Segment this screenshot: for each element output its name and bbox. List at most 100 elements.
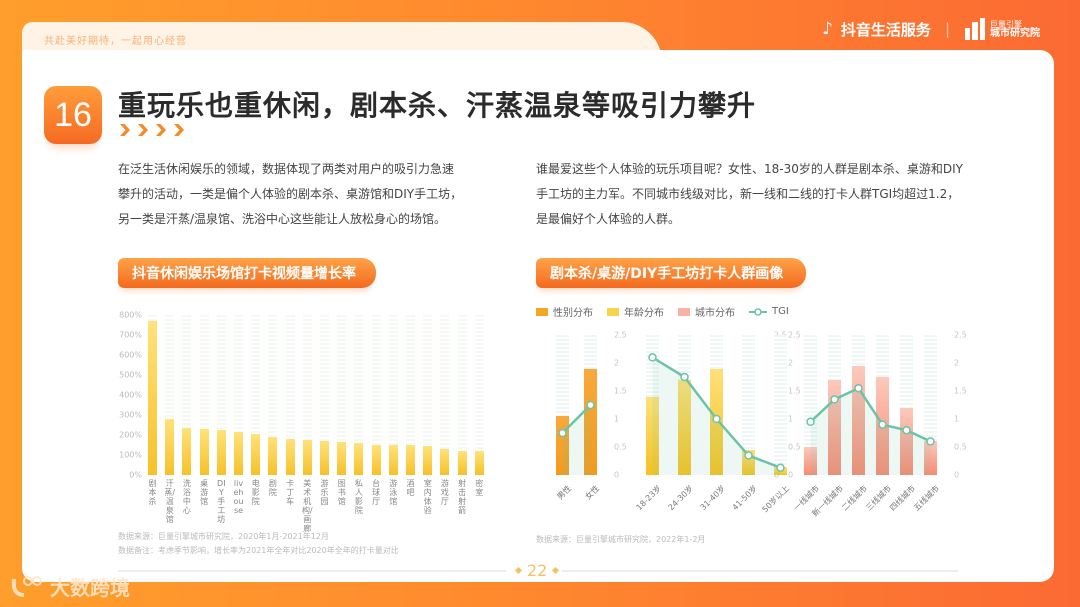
bar-track [678, 335, 691, 475]
y-tick: 2.5 [954, 330, 967, 340]
growth-rate-chart: 0% 100% 200% 300% 400% 500% 600% 700% 800% 剧本杀 汗蒸… [110, 305, 490, 535]
legend-age: 年龄分布 [607, 304, 664, 319]
bar-track [337, 315, 347, 475]
bar-track [474, 315, 484, 475]
y-tick: 1.5 [788, 386, 801, 396]
brand-logos: ♪ 抖音生活服务 | 巨量引擎 城市研究院 [822, 18, 1040, 40]
bar [148, 321, 157, 475]
y-tick: 2.5 [788, 330, 801, 340]
bar [165, 419, 175, 475]
bar [285, 439, 295, 475]
bar-track [804, 335, 817, 475]
bar-track [182, 315, 192, 475]
y-tick: 200% [119, 430, 142, 440]
bar-track [302, 315, 312, 475]
content-card [22, 50, 1054, 582]
left-paragraph: 在泛生活休闲娱乐的领域，数据体现了两类对用户的吸引力急速攀升的活动，一类是偏个人… [118, 162, 463, 226]
y-tick: 700% [119, 330, 142, 340]
bar [234, 432, 243, 475]
bar [268, 437, 278, 475]
page-title: 重玩乐也重休闲，剧本杀、汗蒸温泉等吸引力攀升 [118, 89, 757, 122]
brand-name: 抖音生活服务 [840, 20, 931, 39]
bar-track [646, 335, 659, 475]
y-tick: 0.5 [788, 442, 801, 452]
chevron-right-icon [120, 124, 130, 136]
y-tick: 1.5 [954, 386, 967, 396]
bar [423, 446, 433, 475]
bar [646, 396, 659, 475]
watermark: 大数跨境 [10, 572, 130, 601]
bar [371, 445, 381, 475]
x-category-label: 私人影院 [354, 479, 363, 515]
y-axis: 0% 100% 200% 300% 400% 500% 600% 700% 800% [110, 305, 142, 480]
y-tick: 2 [954, 358, 960, 368]
y-tick: 1 [614, 414, 620, 424]
bar [457, 451, 467, 475]
bar-track [216, 315, 226, 475]
bar [199, 429, 209, 475]
y-tick: 0.5 [614, 442, 627, 452]
watermark-logo-icon [11, 575, 42, 597]
bar-track [423, 315, 433, 475]
bar-track [440, 315, 450, 475]
right-paragraph: 谁最爱这些个人体验的玩乐项目呢？女性、18-30岁的人群是剧本杀、桌游和DIY手… [536, 162, 963, 226]
persona-chart: 00.511.522.500.511.522.5男性女性18-23岁24-30岁… [536, 325, 976, 555]
bar-track [371, 315, 381, 475]
right-source: 数据来源：巨量引擎城市研究院，2022年1-2月 [536, 535, 706, 544]
bar-track [268, 315, 278, 475]
x-category-label: 密室 [475, 479, 484, 497]
x-category-label: 电影院 [251, 479, 260, 506]
chevron-right-icon [174, 124, 184, 136]
y-tick: 300% [119, 410, 142, 420]
bar [406, 445, 415, 475]
footer-divider-left [118, 570, 506, 572]
bar-track [406, 315, 415, 475]
bar [388, 445, 398, 475]
bar [924, 441, 937, 475]
page-number: 22 [514, 561, 560, 580]
bar [320, 441, 329, 475]
bar-track [320, 315, 329, 475]
bar [302, 440, 312, 475]
brand-separator: | [944, 20, 950, 38]
bar-track [285, 315, 295, 475]
x-category-label: 美术机构/画廊 [301, 479, 313, 533]
x-category-label: 桌游馆 [200, 479, 209, 506]
section-number-badge: 16 [44, 86, 102, 144]
y-tick: 0.5 [954, 442, 967, 452]
bars-area [148, 315, 488, 475]
footer-divider-right [562, 570, 958, 572]
legend-tgi: TGI [749, 306, 789, 317]
y-tick: 0 [954, 470, 960, 480]
y-tick: 2 [788, 358, 794, 368]
institute-top: 巨量引擎 [990, 20, 1022, 29]
left-chart-title: 抖音休闲娱乐场馆打卡视频量增长率 [118, 258, 376, 288]
bar [216, 430, 226, 475]
x-category-label: 射击射箭 [458, 479, 467, 515]
bar [337, 442, 347, 475]
bar-track [148, 315, 157, 475]
y-tick: 0 [788, 470, 794, 480]
bar-track [199, 315, 209, 475]
legend-gender: 性别分布 [536, 304, 593, 319]
legend-swatch [536, 307, 548, 316]
bar-track [251, 315, 261, 475]
x-category-label: DIY手工坊 [217, 479, 226, 524]
y-tick: 0% [129, 470, 142, 480]
y-tick: 1.5 [614, 386, 627, 396]
bar [440, 449, 450, 475]
bar-track [900, 335, 913, 475]
bar [584, 368, 597, 475]
y-tick: 1 [788, 414, 794, 424]
x-category-label: 游泳馆 [389, 479, 398, 506]
y-tick: 0 [614, 470, 620, 480]
institute-logo: 巨量引擎 城市研究院 [964, 18, 1040, 40]
x-category-label: 台球厅 [372, 479, 381, 506]
x-category-label: livehouse [233, 479, 244, 515]
bar [474, 451, 484, 475]
y-tick: 600% [119, 350, 142, 360]
y-tick: 400% [119, 390, 142, 400]
x-category-label: 游戏厅 [440, 479, 449, 506]
institute-bottom: 城市研究院 [990, 28, 1040, 39]
y-tick: 2.5 [614, 330, 627, 340]
